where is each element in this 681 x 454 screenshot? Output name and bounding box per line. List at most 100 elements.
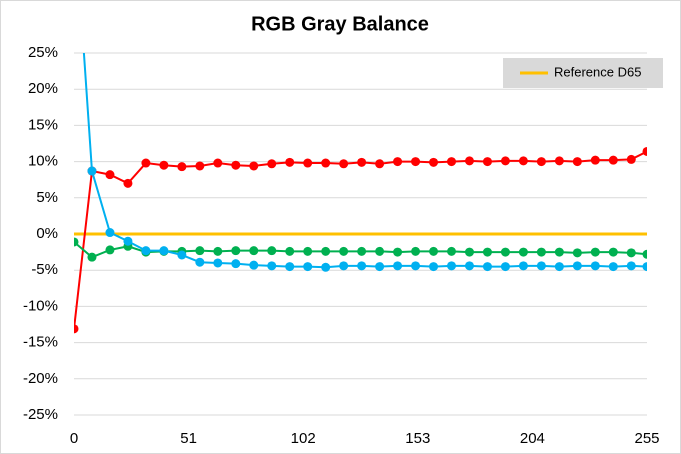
data-point [411,261,421,271]
data-point [375,246,385,256]
data-point [321,262,331,272]
data-point [429,157,439,167]
data-point [339,246,349,256]
data-point [500,156,510,166]
y-tick-label: 5% [36,189,58,206]
data-point [213,158,223,168]
data-point [626,248,636,258]
data-point [213,246,223,256]
data-point [123,236,133,246]
data-point [572,157,582,167]
data-point [518,261,528,271]
data-point [339,159,349,169]
x-tick-label: 153 [405,430,430,447]
data-point [429,246,439,256]
data-point [447,261,457,271]
data-point [447,157,457,167]
data-point [608,262,618,272]
data-point [321,246,331,256]
x-tick-label: 51 [180,430,197,447]
x-tick-label: 102 [291,430,316,447]
data-point [231,246,241,256]
data-point [177,250,187,260]
data-point [303,262,313,272]
data-point [393,261,403,271]
x-tick-label: 255 [634,430,659,447]
data-point [482,262,492,272]
x-tick-label: 204 [520,430,545,447]
y-tick-label: 15% [28,116,58,133]
data-point [536,157,546,167]
chart-title: RGB Gray Balance [251,13,429,35]
data-point [141,246,151,256]
data-point [267,246,277,256]
data-point [321,158,331,168]
y-tick-label: 25% [28,44,58,61]
data-point [411,246,421,256]
data-point [626,154,636,164]
data-point [195,246,205,256]
data-point [482,157,492,167]
data-point [159,246,169,256]
data-point [590,247,600,257]
data-point [554,156,564,166]
data-point [249,161,259,171]
data-point [105,228,115,238]
data-point [357,261,367,271]
data-point [642,262,647,272]
data-point [464,156,474,166]
data-point [123,178,133,188]
y-tick-label: -5% [31,261,58,278]
data-point [195,257,205,267]
data-point [500,247,510,257]
y-tick-label: -20% [23,370,58,387]
data-point [357,246,367,256]
data-point [590,155,600,165]
y-tick-label: 20% [28,80,58,97]
y-tick-label: 10% [28,153,58,170]
data-point [231,259,241,269]
data-point [285,262,295,272]
data-point [213,258,223,268]
data-point [375,262,385,272]
labels: -25% -20% -15% -10% -5% 0% 5% 10% 15% 20% 25% 0 51 10… [23,44,663,447]
data-point [267,261,277,271]
data-point [249,246,259,256]
data-point [447,246,457,256]
data-point [626,261,636,271]
data-point [554,247,564,257]
data-point [554,262,564,272]
data-point [74,324,79,334]
data-point [195,161,205,171]
data-point [536,261,546,271]
data-point [642,249,647,259]
data-point [608,247,618,257]
data-point [572,248,582,258]
y-tick-label: -25% [23,406,58,423]
x-tick-label: 0 [70,430,78,447]
y-tick-label: 0% [36,225,58,242]
legend-label: Reference D65 [554,64,641,79]
data-point [642,146,647,156]
data-point [231,160,241,170]
data-point [411,157,421,167]
data-point [536,247,546,257]
data-point [267,159,277,169]
data-point [608,155,618,165]
data-point [393,157,403,167]
data-point [482,247,492,257]
data-point [285,157,295,167]
data-point [87,166,97,176]
data-point [590,261,600,271]
data-point [357,157,367,167]
y-tick-label: -10% [23,297,58,314]
data-point [159,160,169,170]
data-point [105,170,115,180]
y-tick-label: -15% [23,334,58,351]
data-point [464,247,474,257]
data-point [518,156,528,166]
data-point [105,245,115,255]
data-point [303,246,313,256]
data-point [375,159,385,169]
